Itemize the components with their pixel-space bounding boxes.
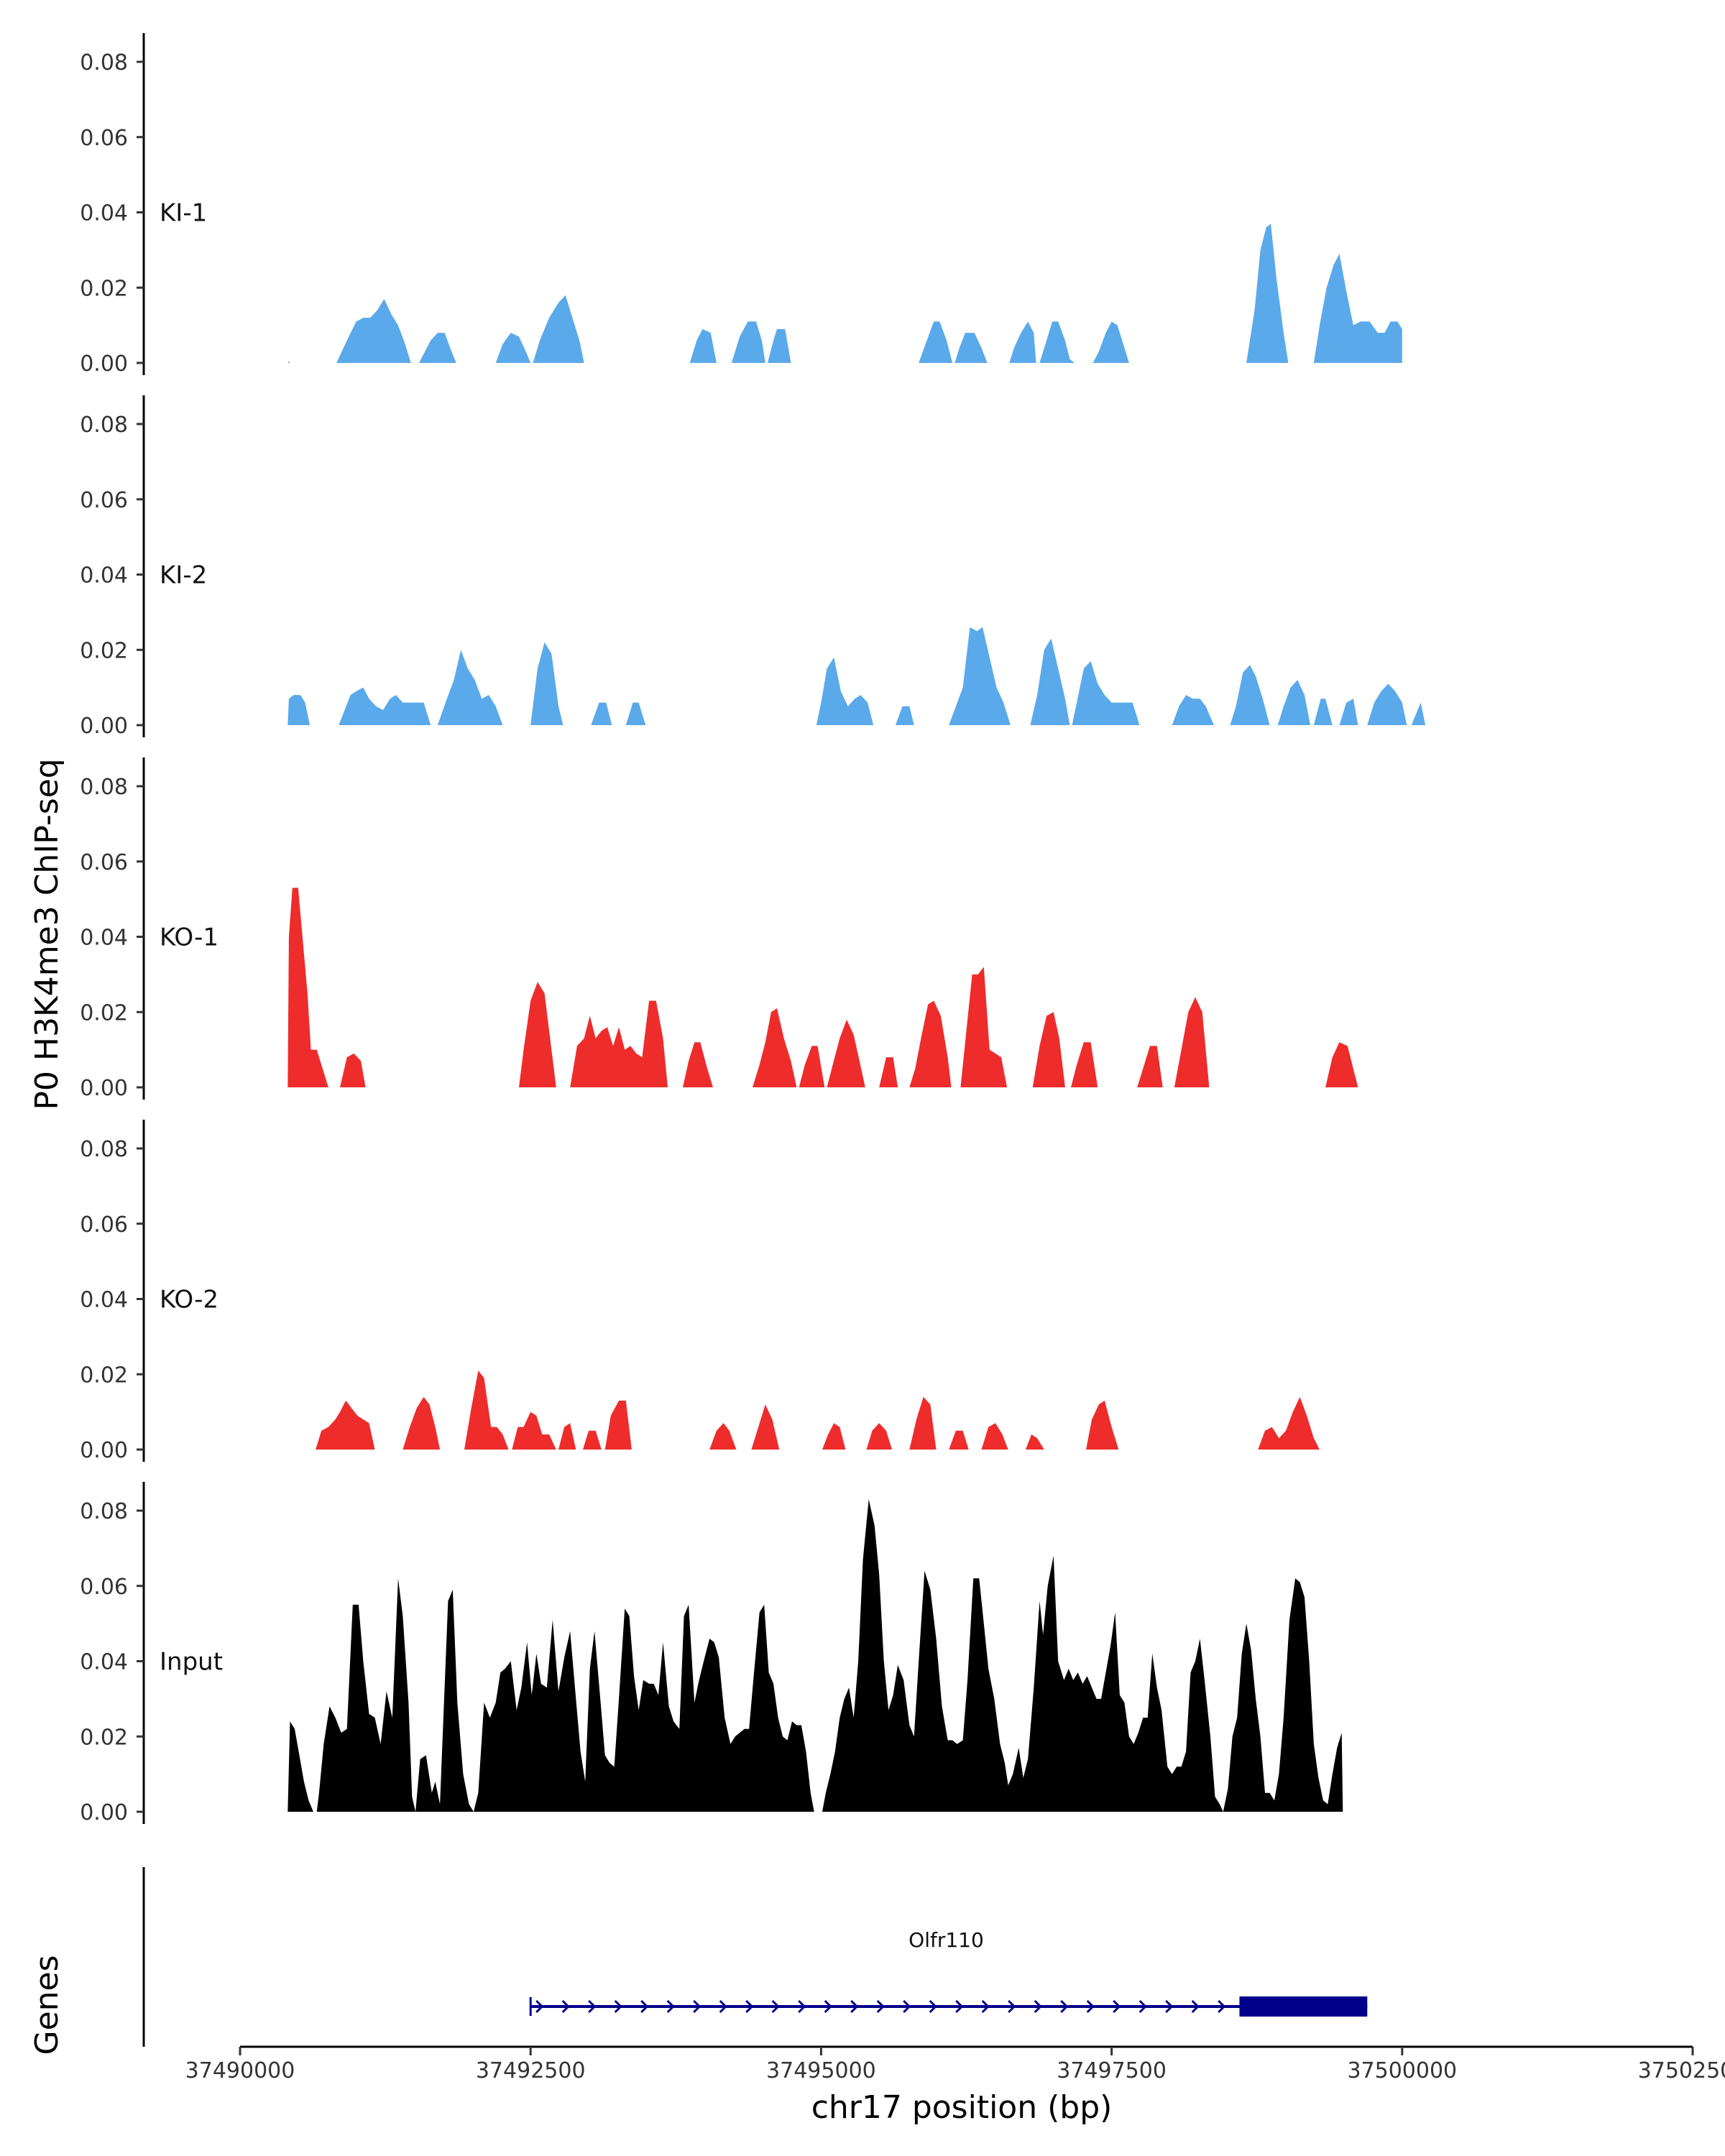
- y-tick-label: 0.02: [80, 276, 128, 301]
- signal-area-ki-2: [288, 627, 1426, 725]
- y-tick-label: 0.04: [80, 926, 128, 951]
- strand-arrow: [1218, 1999, 1226, 2014]
- y-tick-label: 0.04: [80, 563, 128, 589]
- strand-arrow: [824, 1999, 832, 2014]
- y-tick-label: 0.02: [80, 1725, 128, 1750]
- strand-arrow: [561, 1999, 570, 2014]
- signal-area-input: [288, 1499, 1343, 1812]
- strand-arrow: [1060, 1999, 1069, 2014]
- gene-panel: Olfr110: [142, 1867, 1368, 2047]
- y-tick-label: 0.08: [80, 50, 128, 75]
- x-axis-title: chr17 position (bp): [811, 2089, 1113, 2126]
- strand-arrow: [535, 1999, 544, 2014]
- y-tick-label: 0.00: [80, 714, 128, 739]
- y-axis-title: P0 H3K4me3 ChIP-seq: [29, 758, 65, 1110]
- strand-arrow: [903, 1999, 911, 2014]
- x-tick-label: 37497500: [1057, 2058, 1167, 2083]
- signal-area-ko-1: [288, 888, 1358, 1087]
- y-tick-label: 0.04: [80, 1288, 128, 1313]
- y-tick-label: 0.06: [80, 126, 128, 151]
- strand-arrow: [640, 1999, 649, 2014]
- y-tick-label: 0.00: [80, 1800, 128, 1825]
- track-label: KI-2: [160, 561, 207, 590]
- gene-label: Olfr110: [908, 1928, 984, 1952]
- track-ki-2: 0.00 0.02 0.04 0.06 0.08 KI-2: [80, 395, 1426, 739]
- y-tick-label: 0.06: [80, 1212, 128, 1238]
- strand-arrow: [981, 1999, 990, 2014]
- strand-arrow: [876, 1999, 885, 2014]
- strand-arrow: [1138, 1999, 1147, 2014]
- strand-arrow: [1191, 1999, 1200, 2014]
- y-tick-label: 0.00: [80, 1076, 128, 1101]
- strand-arrow: [1086, 1999, 1095, 2014]
- x-tick-label: 37500000: [1347, 2058, 1457, 2083]
- y-tick-label: 0.02: [80, 1363, 128, 1388]
- strand-arrow: [1008, 1999, 1016, 2014]
- track-ki-1: 0.00 0.02 0.04 0.06 0.08 KI-1: [80, 33, 1402, 377]
- y-tick-label: 0.06: [80, 488, 128, 513]
- strand-arrow: [666, 1999, 675, 2014]
- track-ko-1: 0.00 0.02 0.04 0.06 0.08 KO-1: [80, 757, 1358, 1101]
- gene-exon-block: [1239, 1996, 1368, 2017]
- strand-arrow: [1113, 1999, 1121, 2014]
- y-tick-label: 0.06: [80, 1575, 128, 1600]
- x-tick-label: 37492500: [476, 2058, 586, 2083]
- track-label: KO-1: [160, 923, 218, 952]
- y-tick-label: 0.02: [80, 638, 128, 663]
- x-tick-label: 37502500: [1638, 2058, 1725, 2083]
- genes-axis-title: Genes: [29, 1955, 65, 2055]
- strand-arrow: [955, 1999, 964, 2014]
- strand-arrow: [745, 1999, 754, 2014]
- strand-arrow: [693, 1999, 702, 2014]
- signal-area-ki-1: [288, 224, 1402, 363]
- strand-arrow: [614, 1999, 622, 2014]
- y-tick-label: 0.08: [80, 1499, 128, 1524]
- y-tick-label: 0.06: [80, 850, 128, 875]
- y-tick-label: 0.04: [80, 201, 128, 226]
- strand-arrow: [588, 1999, 597, 2014]
- y-tick-label: 0.04: [80, 1650, 128, 1675]
- x-tick-label: 37490000: [185, 2058, 295, 2083]
- strand-arrow: [798, 1999, 806, 2014]
- y-tick-label: 0.02: [80, 1000, 128, 1026]
- strand-arrow: [1165, 1999, 1174, 2014]
- y-tick-label: 0.08: [80, 413, 128, 438]
- strand-arrow: [771, 1999, 780, 2014]
- y-tick-label: 0.00: [80, 1438, 128, 1463]
- tracks-layer: 0.00 0.02 0.04 0.06 0.08 KI-1 0.00 0.02 0.04 0.06…: [80, 33, 1426, 1825]
- track-input: 0.00 0.02 0.04 0.06 0.08 Input: [80, 1482, 1343, 1825]
- x-axis: 37490000 37492500 37495000 37497500 37500000…: [185, 2045, 1725, 2083]
- track-ko-2: 0.00 0.02 0.04 0.06 0.08 KO-2: [80, 1120, 1320, 1463]
- strand-arrow: [719, 1999, 727, 2014]
- y-tick-label: 0.08: [80, 775, 128, 800]
- signal-area-ko-2: [316, 1370, 1320, 1450]
- strand-arrow: [850, 1999, 859, 2014]
- track-label: KO-2: [160, 1286, 218, 1314]
- strand-arrow: [929, 1999, 937, 2014]
- track-label: Input: [160, 1648, 223, 1677]
- x-tick-label: 37495000: [766, 2058, 876, 2083]
- y-tick-label: 0.00: [80, 351, 128, 377]
- y-tick-label: 0.08: [80, 1137, 128, 1162]
- strand-arrow: [1034, 1999, 1042, 2014]
- track-label: KI-1: [160, 199, 207, 228]
